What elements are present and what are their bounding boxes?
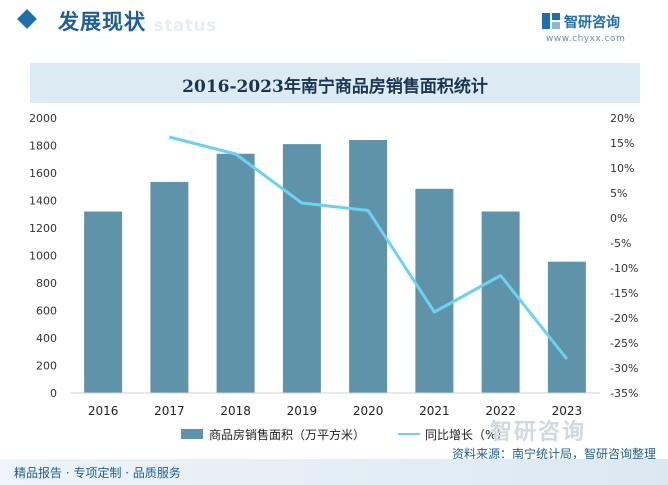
bar-series xyxy=(84,140,586,393)
bar xyxy=(547,261,586,393)
legend-line-label: 同比增长（%） xyxy=(425,428,509,442)
brand: 智研咨询 www.chyxx.com xyxy=(542,12,652,46)
bar xyxy=(216,153,255,393)
left-tick-label: 1400 xyxy=(29,195,57,208)
right-tick-label: 20% xyxy=(610,112,634,125)
brand-name: 智研咨询 xyxy=(564,15,620,31)
x-tick-label: 2018 xyxy=(220,404,251,418)
left-tick-label: 2000 xyxy=(29,112,57,125)
right-axis-ticks: -35% -30% -25% -20% -15% -10% -5% 0% 5% 10% 15% 20% xyxy=(610,112,638,400)
left-tick-label: 800 xyxy=(36,277,57,290)
right-tick-label: -10% xyxy=(610,262,638,275)
x-axis-labels: 2016 2017 2018 2019 2020 2021 2022 2023 xyxy=(88,404,582,418)
watermark: 智研咨询 xyxy=(490,420,587,445)
legend-bar-swatch xyxy=(181,429,203,439)
left-tick-label: 1600 xyxy=(29,167,57,180)
right-tick-label: -35% xyxy=(610,387,638,400)
bar xyxy=(84,211,123,393)
chart-title-band: 2016-2023年南宁商品房销售面积统计 xyxy=(30,63,640,103)
source-note: 资料来源：南宁统计局，智研咨询整理 xyxy=(451,447,656,461)
line-series xyxy=(169,135,569,360)
x-tick-label: 2020 xyxy=(353,404,384,418)
brand-url: www.chyxx.com xyxy=(546,34,626,44)
left-tick-label: 200 xyxy=(36,360,57,373)
legend-bar-label: 商品房销售面积（万平方米） xyxy=(209,428,366,442)
right-tick-label: 0% xyxy=(610,212,627,225)
left-tick-label: 400 xyxy=(36,332,57,345)
right-tick-label: 15% xyxy=(610,137,634,150)
left-tick-label: 1200 xyxy=(29,222,57,235)
section-title: 发展现状 xyxy=(58,10,146,34)
left-tick-label: 1800 xyxy=(29,140,57,153)
bar xyxy=(282,144,321,393)
bar xyxy=(349,140,388,393)
right-tick-label: -5% xyxy=(610,237,631,250)
section-header: ent status 发展现状 智研咨询 www.chyxx.com xyxy=(0,0,668,48)
footer: 精品报告 · 专项定制 · 品质服务 xyxy=(0,459,668,485)
right-tick-label: -20% xyxy=(610,312,638,325)
brand-logo-icon xyxy=(542,13,560,29)
right-tick-label: -25% xyxy=(610,337,638,350)
left-tick-label: 0 xyxy=(50,387,57,400)
chart-title: 2016-2023年南宁商品房销售面积统计 xyxy=(182,77,488,97)
x-tick-label: 2022 xyxy=(485,404,516,418)
bar xyxy=(150,181,189,393)
x-tick-label: 2023 xyxy=(552,404,583,418)
right-tick-label: -30% xyxy=(610,362,638,375)
right-tick-label: 10% xyxy=(610,162,634,175)
x-tick-label: 2017 xyxy=(154,404,185,418)
right-tick-label: -15% xyxy=(610,287,638,300)
section-subtitle: ent status xyxy=(114,16,217,36)
growth-line xyxy=(169,135,569,360)
x-tick-label: 2019 xyxy=(287,404,318,418)
left-tick-label: 600 xyxy=(36,305,57,318)
x-tick-label: 2021 xyxy=(419,404,450,418)
chart-legend: 商品房销售面积（万平方米） 同比增长（%） xyxy=(0,424,668,444)
right-tick-label: 5% xyxy=(610,187,627,200)
legend-line-swatch xyxy=(398,433,420,435)
footer-text: 精品报告 · 专项定制 · 品质服务 xyxy=(14,466,181,480)
x-tick-label: 2016 xyxy=(88,404,119,418)
left-axis-ticks: 0 200 400 600 800 1000 1200 1400 1600 1800 2000 xyxy=(29,112,57,400)
bar xyxy=(481,211,520,393)
left-tick-label: 1000 xyxy=(29,250,57,263)
